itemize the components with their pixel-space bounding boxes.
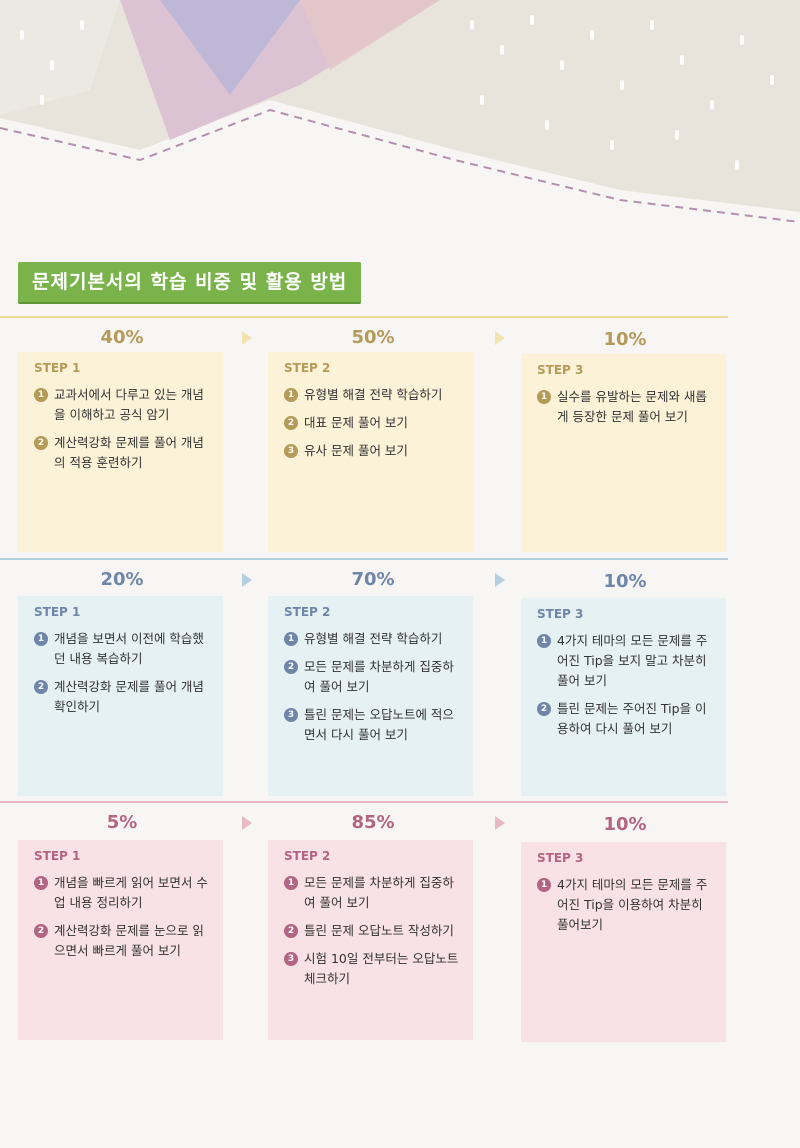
step-item-text: 유형별 해결 전략 학습하기	[304, 631, 443, 646]
step-card-row2-step1: STEP 1 1 개념을 보면서 이전에 학습했던 내용 복습하기 2 계산력강화 문제…	[18, 596, 223, 796]
step-item: 2 계산력강화 문제를 풀어 개념의 적용 훈련하기	[34, 433, 213, 473]
number-badge-icon: 2	[284, 416, 298, 430]
step-item-text: 실수를 유발하는 문제와 새롭게 등장한 문제 풀어 보기	[557, 389, 707, 424]
percent-row1-step2: 50%	[351, 327, 395, 348]
row-divider-2	[0, 558, 728, 560]
step-card-row1-step1: STEP 1 1 교과서에서 다루고 있는 개념을 이해하고 공식 암기 2 계산력강화…	[18, 352, 223, 552]
percent-row3-step3: 10%	[603, 814, 647, 835]
step-item: 1 유형별 해결 전략 학습하기	[284, 385, 463, 405]
number-badge-icon: 2	[537, 702, 551, 716]
number-badge-icon: 1	[34, 632, 48, 646]
step-item: 1 개념을 빠르게 읽어 보면서 수업 내용 정리하기	[34, 873, 213, 913]
step-item: 3 유사 문제 풀어 보기	[284, 441, 463, 461]
number-badge-icon: 1	[284, 632, 298, 646]
step-item: 2 틀린 문제는 주어진 Tip을 이용하여 다시 풀어 보기	[537, 699, 716, 739]
step-item: 1 개념을 보면서 이전에 학습했던 내용 복습하기	[34, 629, 213, 669]
percent-row3-step2: 85%	[351, 812, 395, 833]
row-divider-1	[0, 316, 728, 318]
step-item-text: 모든 문제를 차분하게 집중하여 풀어 보기	[304, 875, 454, 910]
step-item: 1 4가지 테마의 모든 문제를 주어진 Tip을 이용하여 차분히 풀어보기	[537, 875, 716, 935]
number-badge-icon: 2	[34, 924, 48, 938]
step-item-text: 교과서에서 다루고 있는 개념을 이해하고 공식 암기	[54, 387, 204, 422]
step-item: 1 4가지 테마의 모든 문제를 주어진 Tip을 보지 말고 차분히 풀어 보기	[537, 631, 716, 691]
step-label: STEP 2	[284, 605, 331, 619]
step-item: 3 시험 10일 전부터는 오답노트 체크하기	[284, 949, 463, 989]
number-badge-icon: 1	[284, 876, 298, 890]
number-badge-icon: 2	[284, 924, 298, 938]
step-label: STEP 2	[284, 849, 331, 863]
step-label: STEP 1	[34, 849, 81, 863]
step-item: 1 교과서에서 다루고 있는 개념을 이해하고 공식 암기	[34, 385, 213, 425]
step-label: STEP 1	[34, 605, 81, 619]
step-item: 2 계산력강화 문제를 눈으로 읽으면서 빠르게 풀어 보기	[34, 921, 213, 961]
step-item: 1 실수를 유발하는 문제와 새롭게 등장한 문제 풀어 보기	[537, 387, 716, 427]
step-item-text: 계산력강화 문제를 풀어 개념 확인하기	[54, 679, 204, 714]
step-item-text: 대표 문제 풀어 보기	[304, 415, 408, 430]
number-badge-icon: 2	[34, 680, 48, 694]
step-item-text: 계산력강화 문제를 풀어 개념의 적용 훈련하기	[54, 435, 204, 470]
step-item-text: 모든 문제를 차분하게 집중하여 풀어 보기	[304, 659, 454, 694]
row-divider-3	[0, 801, 728, 803]
step-item-text: 유형별 해결 전략 학습하기	[304, 387, 443, 402]
step-card-row3-step3: STEP 3 1 4가지 테마의 모든 문제를 주어진 Tip을 이용하여 차분히 …	[521, 842, 726, 1042]
number-badge-icon: 2	[34, 436, 48, 450]
step-item-text: 유사 문제 풀어 보기	[304, 443, 408, 458]
step-item-text: 개념을 빠르게 읽어 보면서 수업 내용 정리하기	[54, 875, 208, 910]
arrow-icon	[495, 331, 505, 345]
percent-row2-step2: 70%	[351, 569, 395, 590]
step-card-row3-step2: STEP 2 1 모든 문제를 차분하게 집중하여 풀어 보기 2 틀린 문제 오답노트…	[268, 840, 473, 1040]
number-badge-icon: 1	[537, 390, 551, 404]
number-badge-icon: 3	[284, 444, 298, 458]
step-item-text: 계산력강화 문제를 눈으로 읽으면서 빠르게 풀어 보기	[54, 923, 204, 958]
step-item-text: 4가지 테마의 모든 문제를 주어진 Tip을 이용하여 차분히 풀어보기	[557, 877, 708, 932]
step-label: STEP 2	[284, 361, 331, 375]
section-title: 문제기본서의 학습 비중 및 활용 방법	[18, 262, 362, 302]
arrow-icon	[242, 331, 252, 345]
percent-row2-step3: 10%	[603, 571, 647, 592]
decorative-header-banner	[0, 0, 800, 240]
arrow-icon	[242, 573, 252, 587]
step-label: STEP 1	[34, 361, 81, 375]
step-item: 2 틀린 문제 오답노트 작성하기	[284, 921, 463, 941]
arrow-icon	[495, 816, 505, 830]
step-item: 2 모든 문제를 차분하게 집중하여 풀어 보기	[284, 657, 463, 697]
step-item-text: 틀린 문제는 오답노트에 적으면서 다시 풀어 보기	[304, 707, 454, 742]
step-item-text: 시험 10일 전부터는 오답노트 체크하기	[304, 951, 459, 986]
percent-row1-step1: 40%	[100, 327, 144, 348]
step-label: STEP 3	[537, 851, 584, 865]
step-card-row3-step1: STEP 1 1 개념을 빠르게 읽어 보면서 수업 내용 정리하기 2 계산력강화 문…	[18, 840, 223, 1040]
step-label: STEP 3	[537, 607, 584, 621]
step-item-text: 틀린 문제 오답노트 작성하기	[304, 923, 454, 938]
step-card-row2-step3: STEP 3 1 4가지 테마의 모든 문제를 주어진 Tip을 보지 말고 차분히…	[521, 598, 726, 796]
number-badge-icon: 1	[537, 878, 551, 892]
step-item-text: 4가지 테마의 모든 문제를 주어진 Tip을 보지 말고 차분히 풀어 보기	[557, 633, 708, 688]
arrow-icon	[495, 573, 505, 587]
step-item: 1 유형별 해결 전략 학습하기	[284, 629, 463, 649]
number-badge-icon: 1	[284, 388, 298, 402]
number-badge-icon: 3	[284, 952, 298, 966]
percent-row3-step1: 5%	[106, 812, 138, 833]
step-item-text: 틀린 문제는 주어진 Tip을 이용하여 다시 풀어 보기	[557, 701, 707, 736]
step-item: 2 계산력강화 문제를 풀어 개념 확인하기	[34, 677, 213, 717]
number-badge-icon: 2	[284, 660, 298, 674]
step-item: 1 모든 문제를 차분하게 집중하여 풀어 보기	[284, 873, 463, 913]
step-item: 3 틀린 문제는 오답노트에 적으면서 다시 풀어 보기	[284, 705, 463, 745]
percent-row1-step3: 10%	[603, 329, 647, 350]
step-card-row1-step3: STEP 3 1 실수를 유발하는 문제와 새롭게 등장한 문제 풀어 보기	[521, 354, 726, 552]
percent-row2-step1: 20%	[100, 569, 144, 590]
step-card-row2-step2: STEP 2 1 유형별 해결 전략 학습하기 2 모든 문제를 차분하게 집중하여 풀…	[268, 596, 473, 796]
arrow-icon	[242, 816, 252, 830]
step-item-text: 개념을 보면서 이전에 학습했던 내용 복습하기	[54, 631, 204, 666]
number-badge-icon: 1	[537, 634, 551, 648]
step-label: STEP 3	[537, 363, 584, 377]
number-badge-icon: 1	[34, 388, 48, 402]
step-card-row1-step2: STEP 2 1 유형별 해결 전략 학습하기 2 대표 문제 풀어 보기 3 유사 문제 …	[268, 352, 473, 552]
number-badge-icon: 1	[34, 876, 48, 890]
number-badge-icon: 3	[284, 708, 298, 722]
step-item: 2 대표 문제 풀어 보기	[284, 413, 463, 433]
